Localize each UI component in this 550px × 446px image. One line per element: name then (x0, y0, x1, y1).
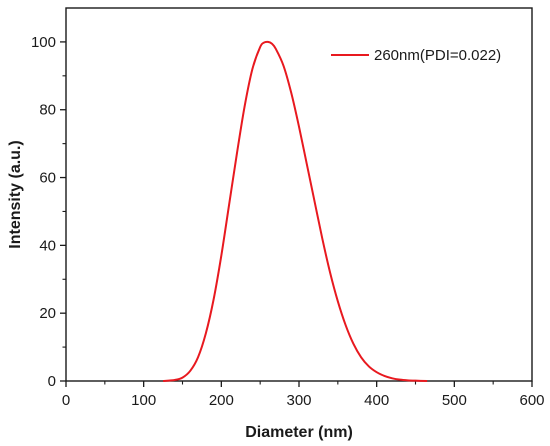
y-axis-title: Intensity (a.u.) (7, 140, 24, 248)
y-tick-label-3: 60 (39, 170, 56, 187)
series-line-1 (162, 40, 428, 382)
x-tick-label-1: 100 (131, 392, 156, 409)
x-tick-label-3: 300 (286, 392, 311, 409)
y-tick-label-5: 100 (31, 34, 56, 51)
x-tick-label-6: 600 (519, 392, 544, 409)
x-tick-label-4: 400 (364, 392, 389, 409)
x-tick-label-2: 200 (209, 392, 234, 409)
y-tick-label-1: 20 (39, 305, 56, 322)
x-tick-label-5: 500 (442, 392, 467, 409)
y-tick-label-2: 40 (39, 237, 56, 254)
x-tick-label-0: 0 (62, 392, 70, 409)
x-axis-title: Diameter (nm) (245, 424, 353, 441)
legend-label-series-1: 260nm(PDI=0.022) (374, 47, 501, 64)
legend: 260nm(PDI=0.022) (331, 47, 501, 64)
series-layer (162, 40, 428, 382)
y-tick-label-0: 0 (48, 373, 56, 390)
ticks (60, 41, 533, 387)
y-tick-label-4: 80 (39, 102, 56, 119)
tick-labels: 0 100 200 300 400 500 600 0 20 40 60 80 100 (31, 34, 545, 409)
